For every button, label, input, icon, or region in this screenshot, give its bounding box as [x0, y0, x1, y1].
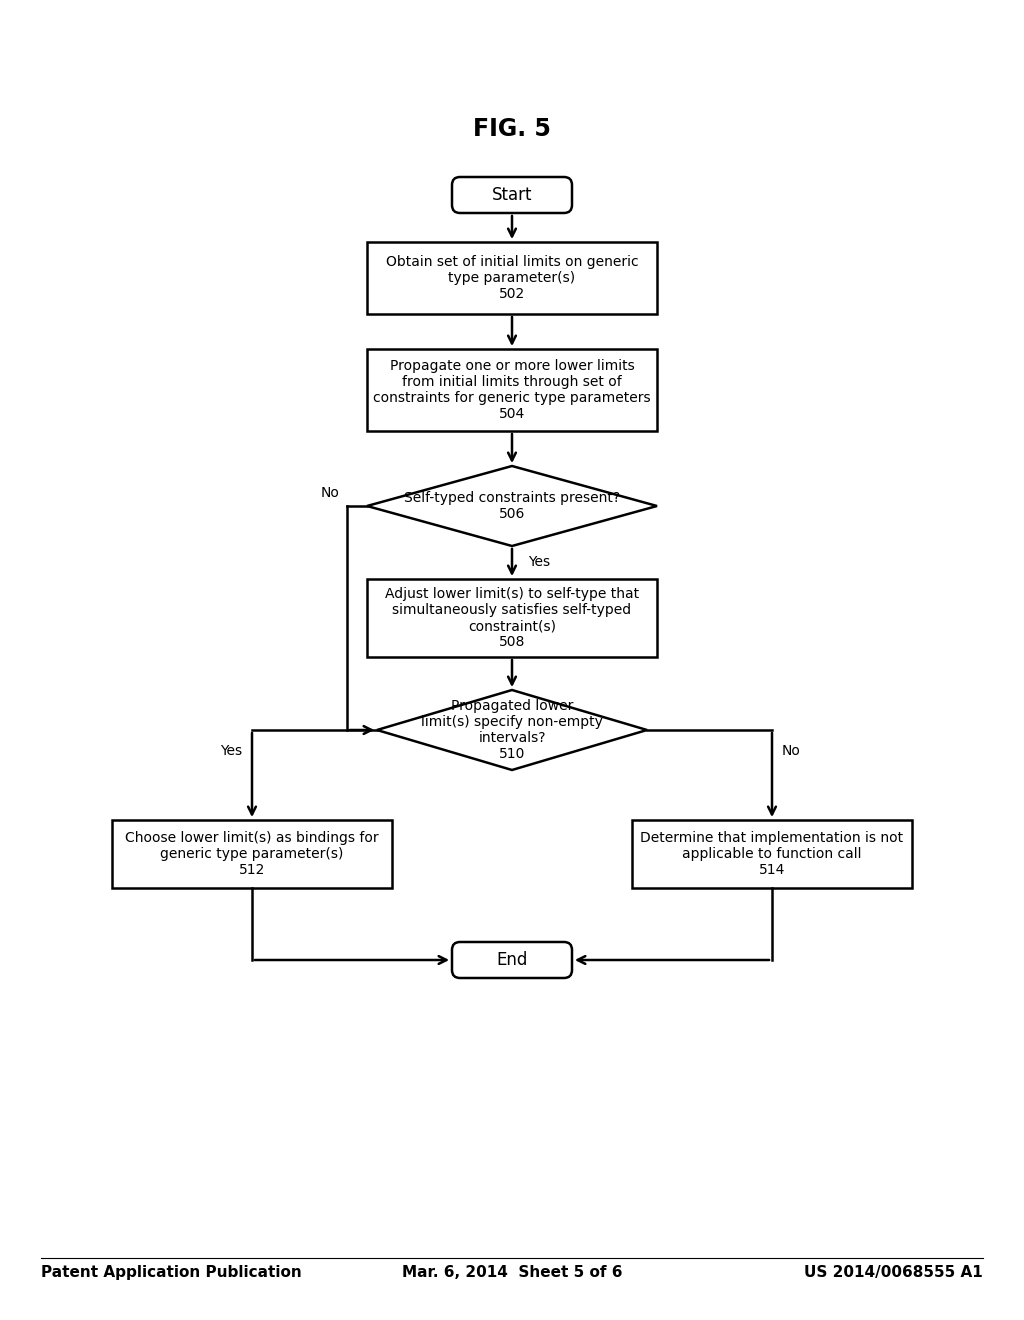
Text: Yes: Yes: [220, 744, 242, 758]
Text: US 2014/0068555 A1: US 2014/0068555 A1: [804, 1265, 983, 1280]
Text: Choose lower limit(s) as bindings for
generic type parameter(s)
512: Choose lower limit(s) as bindings for ge…: [125, 830, 379, 878]
Text: Patent Application Publication: Patent Application Publication: [41, 1265, 302, 1280]
Text: Mar. 6, 2014  Sheet 5 of 6: Mar. 6, 2014 Sheet 5 of 6: [401, 1265, 623, 1280]
FancyBboxPatch shape: [452, 942, 572, 978]
Bar: [112, 820, 392, 888]
Text: Propagate one or more lower limits
from initial limits through set of
constraint: Propagate one or more lower limits from …: [373, 359, 651, 421]
Text: Adjust lower limit(s) to self-type that
simultaneously satisfies self-typed
cons: Adjust lower limit(s) to self-type that …: [385, 586, 639, 649]
Text: Obtain set of initial limits on generic
type parameter(s)
502: Obtain set of initial limits on generic …: [386, 255, 638, 301]
Text: Start: Start: [492, 186, 532, 205]
Text: Yes: Yes: [528, 556, 550, 569]
FancyBboxPatch shape: [452, 177, 572, 213]
Text: End: End: [497, 950, 527, 969]
Bar: [367, 579, 657, 657]
Bar: [367, 242, 657, 314]
Text: No: No: [782, 744, 801, 758]
Bar: [367, 348, 657, 432]
Text: FIG. 5: FIG. 5: [473, 117, 551, 141]
Polygon shape: [377, 690, 647, 770]
Bar: [632, 820, 912, 888]
Text: Determine that implementation is not
applicable to function call
514: Determine that implementation is not app…: [640, 830, 903, 878]
Text: Self-typed constraints present?
506: Self-typed constraints present? 506: [403, 491, 621, 521]
Polygon shape: [367, 466, 657, 546]
Text: Propagated lower
limit(s) specify non-empty
intervals?
510: Propagated lower limit(s) specify non-em…: [421, 698, 603, 762]
Text: No: No: [321, 486, 339, 500]
